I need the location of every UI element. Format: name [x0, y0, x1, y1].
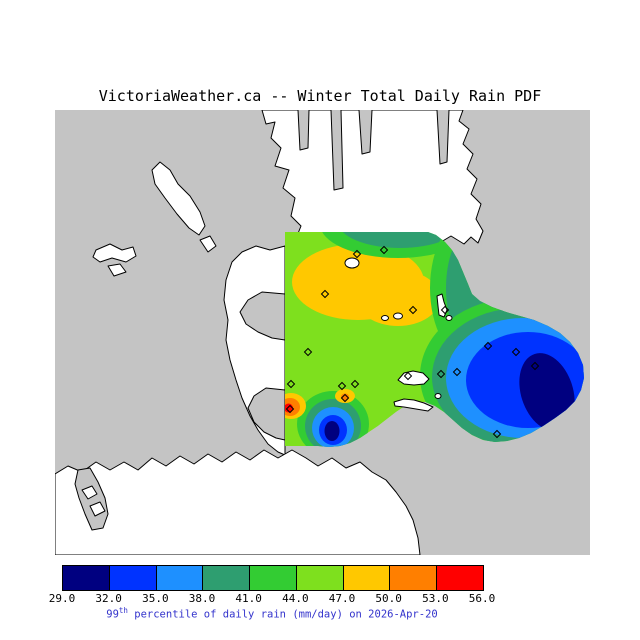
station-marker — [285, 404, 295, 414]
colorbar-tick-label: 38.0 — [188, 592, 216, 605]
colorbar-tick-label: 41.0 — [235, 592, 262, 605]
colorbar-segment — [343, 566, 391, 590]
contour-orange — [341, 393, 349, 401]
mainland — [261, 110, 484, 245]
station-marker — [379, 245, 389, 255]
station-marker — [492, 429, 502, 439]
weather-map — [55, 110, 590, 555]
island — [199, 235, 217, 253]
colorbar-tick-label: 35.0 — [142, 592, 169, 605]
bottom-landmass — [55, 449, 421, 555]
island — [393, 398, 434, 412]
station-marker — [403, 371, 413, 381]
island — [107, 263, 127, 277]
island — [92, 243, 137, 263]
island — [381, 315, 389, 321]
station-markers — [285, 245, 540, 439]
colorbar-segment — [250, 566, 297, 590]
caption-base: 99 — [106, 608, 119, 621]
island — [445, 315, 453, 321]
colorbar-tick-label: 44.0 — [282, 592, 309, 605]
colorbar-tick-label: 32.0 — [95, 592, 122, 605]
colorbar-tick-label: 53.0 — [422, 592, 449, 605]
island — [151, 161, 206, 236]
contour-teal — [338, 232, 462, 248]
station-marker — [340, 393, 350, 403]
caption: 99th percentile of daily rain (mm/day) o… — [62, 606, 482, 621]
caption-sup: th — [118, 606, 128, 615]
station-marker — [352, 249, 362, 259]
station-marker — [337, 381, 347, 391]
bay — [247, 387, 286, 441]
contour-navy — [519, 353, 575, 431]
colorbar-segment — [156, 566, 204, 590]
colorbar-segment — [437, 566, 484, 590]
islet — [89, 501, 106, 517]
colorbar-tick-label: 29.0 — [48, 592, 76, 605]
inlet — [74, 467, 109, 531]
colorbar — [62, 565, 484, 591]
station-marker — [436, 369, 446, 379]
colorbar-tick-label: 47.0 — [328, 592, 356, 605]
bay — [239, 291, 286, 341]
colorbar-tick-label: 56.0 — [468, 592, 496, 605]
colorbar-segment — [390, 566, 438, 590]
island — [393, 312, 403, 320]
station-marker — [303, 347, 313, 357]
colorbar-segment — [203, 566, 251, 590]
chart-title: VictoriaWeather.ca -- Winter Total Daily… — [98, 87, 542, 105]
station-marker — [286, 379, 296, 389]
station-marker — [483, 341, 493, 351]
station-marker — [452, 367, 462, 377]
colorbar-tick-label: 50.0 — [375, 592, 402, 605]
station-marker — [320, 289, 330, 299]
station-marker — [530, 361, 540, 371]
station-marker — [511, 347, 521, 357]
colorbar-ticks: 29.0 32.0 35.0 38.0 41.0 44.0 47.0 50.0 53.0 56.0 — [49, 592, 496, 606]
colorbar-segment — [63, 566, 110, 590]
islet — [81, 485, 98, 500]
contour-navy — [324, 421, 340, 441]
station-marker — [408, 305, 418, 315]
station-marker — [440, 305, 450, 315]
overlay-islands — [344, 257, 453, 412]
contour-yellow — [356, 270, 440, 326]
colorbar-segment — [109, 566, 157, 590]
island — [434, 393, 442, 399]
colorbar-segment — [296, 566, 344, 590]
landmass-group — [55, 110, 484, 555]
caption-rest: percentile of daily rain (mm/day) on 202… — [127, 608, 438, 621]
station-marker — [350, 379, 360, 389]
island — [344, 257, 360, 269]
